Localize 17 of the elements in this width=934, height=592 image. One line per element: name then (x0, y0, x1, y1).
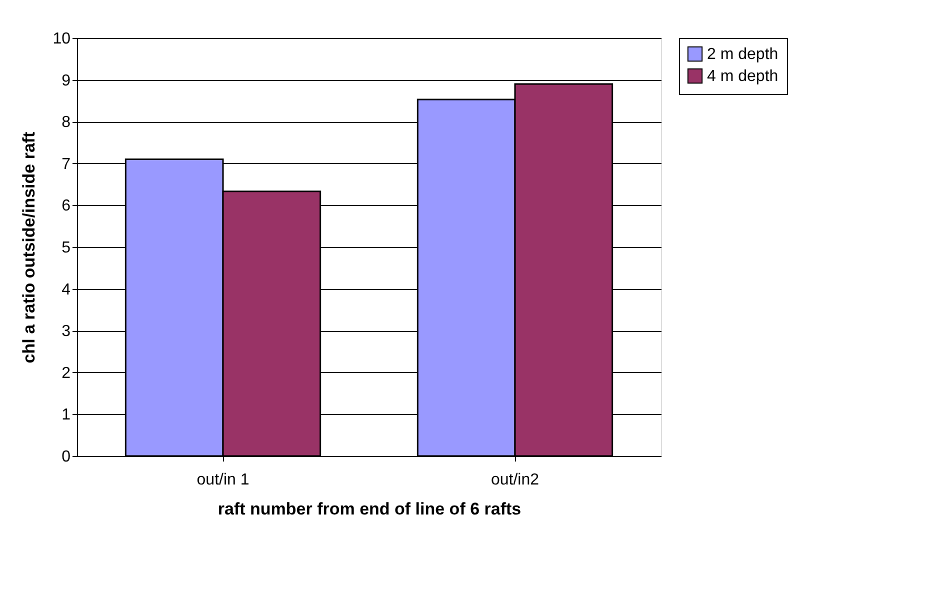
y-tick-label: 0 (62, 448, 71, 466)
y-tick-label: 2 (62, 364, 71, 382)
x-tick-label: out/in2 (490, 472, 540, 488)
y-tick-label: 3 (62, 323, 71, 340)
x-tick-label: out/in 1 (196, 472, 250, 488)
y-tick-label: 10 (52, 30, 71, 48)
y-tick-label: 9 (62, 72, 71, 90)
x-axis-title: raft number from end of line of 6 rafts (218, 500, 522, 518)
y-axis-title: chl a ratio outside/inside raft (20, 131, 39, 364)
y-tick-label: 7 (62, 156, 71, 173)
y-tick-label: 1 (62, 406, 71, 424)
legend-label: 4 m depth (707, 68, 778, 85)
y-tick-label: 8 (62, 114, 71, 132)
legend-label: 2 m depth (707, 46, 778, 63)
y-tick-label: 6 (62, 198, 71, 215)
y-tick-label: 5 (62, 240, 71, 256)
y-tick-label: 4 (62, 281, 71, 298)
